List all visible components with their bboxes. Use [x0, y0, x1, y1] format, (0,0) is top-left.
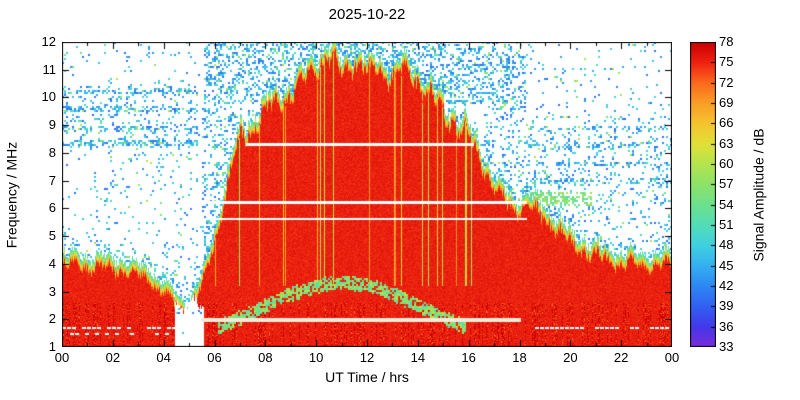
colorbar-tick-label: 33	[719, 339, 734, 354]
x-tick-label: 10	[308, 350, 324, 365]
colorbar-tick-label: 39	[719, 298, 734, 314]
y-tick-label: 2	[48, 311, 56, 327]
y-tick-label: 12	[41, 34, 56, 49]
colorbar-tick-label: 42	[719, 278, 734, 293]
colorbar-tick-label: 78	[719, 34, 734, 49]
colorbar-tick-label: 60	[719, 156, 734, 171]
x-tick-label: 22	[613, 350, 629, 365]
colorbar-tick-label: 54	[719, 196, 734, 212]
y-tick-label: 10	[41, 89, 56, 105]
x-tick-label: 20	[563, 350, 578, 365]
y-tick-label: 5	[48, 228, 56, 244]
colorbar-tick-label: 63	[719, 135, 734, 151]
x-tick-label: 08	[258, 350, 273, 365]
x-tick-label: 12	[359, 350, 375, 365]
y-tick-label: 7	[48, 172, 56, 188]
colorbar-tick-label: 75	[719, 54, 734, 70]
colorbar-tick-label: 36	[719, 318, 734, 334]
colorbar-tick-label: 69	[719, 95, 734, 110]
colorbar-tick-label: 45	[719, 257, 734, 273]
y-tick-label: 8	[48, 144, 56, 160]
colorbar-label: Signal Amplitude / dB	[751, 127, 767, 262]
y-tick-label: 6	[48, 200, 56, 216]
colorbar-tick-label: 48	[719, 237, 734, 253]
y-tick-label: 11	[42, 61, 57, 77]
x-tick-label: 04	[156, 350, 171, 365]
chart-title: 2025-10-22	[328, 6, 406, 23]
y-tick-label: 3	[48, 283, 56, 299]
y-axis-label: Frequency / MHz	[3, 141, 19, 248]
spectrogram-plot-canvas	[62, 42, 672, 347]
y-tick-label: 4	[48, 255, 56, 271]
colorbar-tick-label: 57	[719, 176, 734, 192]
x-tick-label: 02	[105, 350, 121, 365]
colorbar-tick-label: 66	[719, 115, 734, 131]
x-tick-label: 06	[207, 350, 222, 365]
x-tick-label: 18	[512, 350, 527, 365]
x-tick-label: 00	[664, 350, 680, 365]
colorbar-label-wrap: Signal Amplitude / dB	[748, 42, 770, 347]
colorbar-tick-label: 72	[719, 74, 734, 90]
x-tick-label: 14	[410, 350, 426, 365]
y-tick-label: 1	[48, 339, 56, 354]
y-tick-label: 9	[48, 117, 56, 133]
x-tick-label: 16	[461, 350, 476, 365]
x-axis-label: UT Time / hrs	[325, 369, 409, 385]
colorbar-tick-label: 51	[719, 217, 734, 232]
x-tick-label: 00	[54, 350, 70, 365]
colorbar-canvas	[690, 42, 716, 347]
y-axis-label-wrap: Frequency / MHz	[0, 42, 22, 347]
